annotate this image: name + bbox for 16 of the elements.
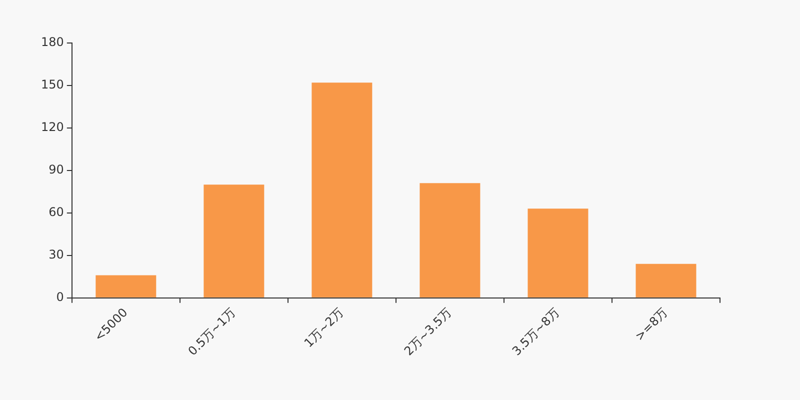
y-tick-label: 90 xyxy=(48,162,64,177)
y-tick-label: 180 xyxy=(41,35,64,50)
bar xyxy=(312,82,372,298)
x-tick-label: 3.5万~8万 xyxy=(509,305,562,358)
x-tick-label: 0.5万~1万 xyxy=(185,305,238,358)
y-tick-label: 120 xyxy=(41,120,64,134)
bar xyxy=(636,264,696,298)
bar xyxy=(528,208,588,298)
bar xyxy=(204,184,264,298)
bar xyxy=(96,275,156,298)
y-tick-label: 30 xyxy=(48,247,64,262)
y-tick-label: 60 xyxy=(48,205,64,220)
x-tick-label: 1万~2万 xyxy=(301,305,346,350)
y-tick-label: 150 xyxy=(41,78,64,92)
y-tick-label: 0 xyxy=(56,290,64,304)
bar xyxy=(420,183,480,298)
